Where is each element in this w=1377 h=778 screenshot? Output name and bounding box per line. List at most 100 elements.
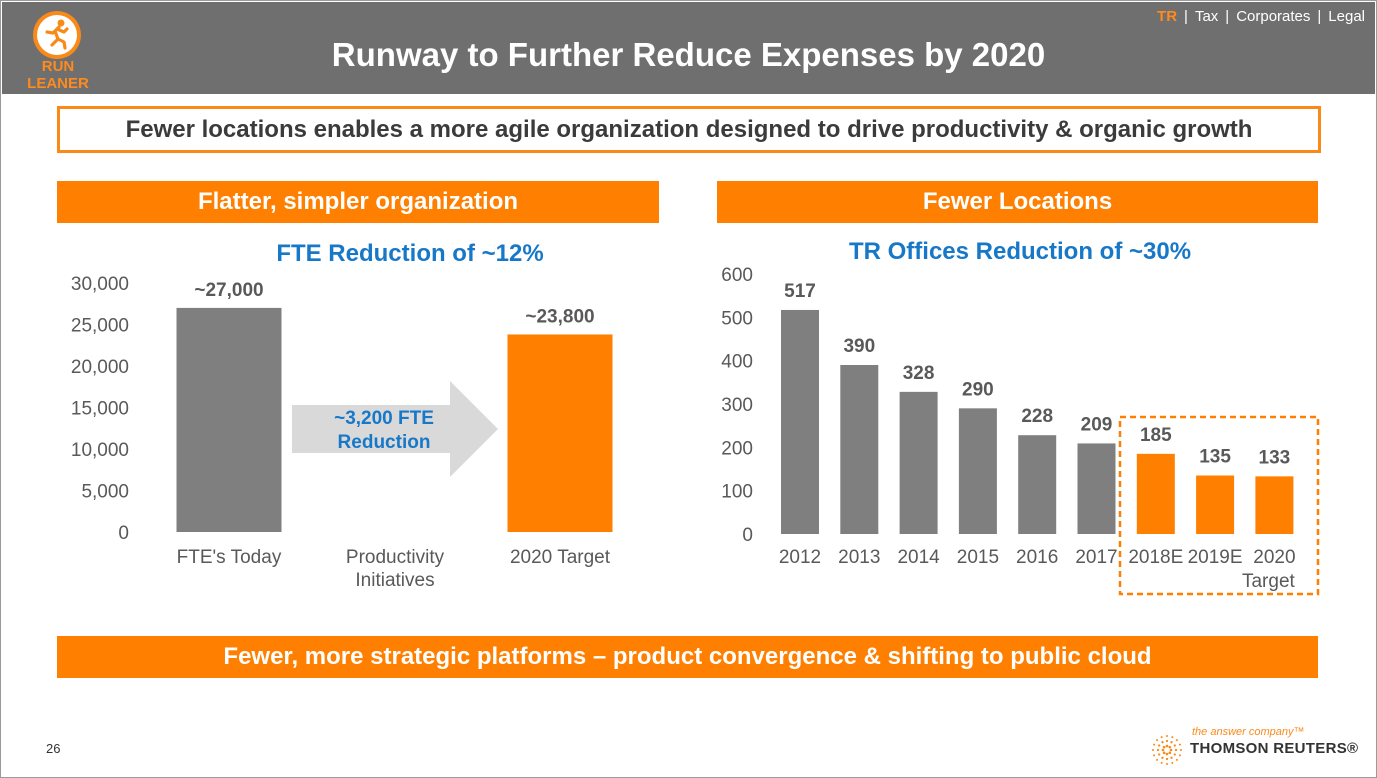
brand-dot xyxy=(1161,741,1164,744)
fte-reduction-arrow xyxy=(292,381,498,477)
fte-bar xyxy=(507,334,613,532)
brand-dot xyxy=(1174,748,1178,752)
offices-bar xyxy=(1136,453,1175,534)
fte-y-tick-label: 20,000 xyxy=(71,357,129,378)
brand-dot xyxy=(1156,748,1160,752)
offices-category-label: 2015 xyxy=(957,547,999,568)
offices-bar-data-label: 133 xyxy=(1259,447,1291,468)
offices-y-tick-label: 0 xyxy=(742,525,753,546)
fte-category-label: 2020 Target xyxy=(510,547,611,568)
fte-bar-data-label: ~23,800 xyxy=(525,306,594,327)
offices-bar xyxy=(781,309,819,534)
brand-dot xyxy=(1175,758,1178,761)
brand-dot xyxy=(1175,739,1178,742)
brand-dot xyxy=(1171,736,1174,739)
offices-category-label: 2012 xyxy=(779,547,821,568)
brand-dot xyxy=(1153,743,1156,746)
offices-category-label: 2014 xyxy=(897,547,940,568)
forecast-highlight-box xyxy=(1118,415,1320,596)
fte-category-label: Productivity xyxy=(346,547,445,568)
fte-chart-title: FTE Reduction of ~12% xyxy=(276,240,544,267)
fte-annotation-text: ~3,200 FTE xyxy=(334,408,434,429)
right-section-header: Fewer Locations xyxy=(717,181,1318,223)
brand-tagline: the answer company™ xyxy=(1192,726,1305,738)
offices-bar-data-label: 390 xyxy=(843,336,875,357)
fte-y-tick-label: 5,000 xyxy=(81,482,129,503)
brand-dot xyxy=(1156,758,1159,761)
brand-dot xyxy=(1160,761,1163,764)
brand-dot xyxy=(1161,756,1164,759)
offices-bar xyxy=(1077,443,1116,534)
footer-banner: Fewer, more strategic platforms – produc… xyxy=(57,636,1318,678)
top-nav: TR | Tax | Corporates | Legal xyxy=(1157,8,1365,25)
left-section-header: Flatter, simpler organization xyxy=(57,181,659,223)
nav-separator: | xyxy=(1317,8,1322,25)
right-section-header-text: Fewer Locations xyxy=(922,188,1113,215)
logo-text-line2: LEANER xyxy=(27,75,89,92)
brand-dot xyxy=(1169,748,1173,752)
nav-item-tax[interactable]: Tax xyxy=(1194,8,1219,25)
offices-bar-data-label: 185 xyxy=(1140,425,1172,446)
offices-y-tick-label: 500 xyxy=(721,308,753,329)
brand-dot xyxy=(1165,752,1169,756)
offices-bar-data-label: 228 xyxy=(1021,406,1053,427)
brand-dot xyxy=(1170,756,1173,759)
subtitle-text: Fewer locations enables a more agile org… xyxy=(125,115,1253,143)
fte-y-tick-label: 0 xyxy=(118,523,129,544)
nav-separator: | xyxy=(1225,8,1230,25)
offices-category-label: 2019E xyxy=(1188,547,1243,568)
fte-bar-data-label: ~27,000 xyxy=(194,280,263,301)
brand-dot xyxy=(1153,754,1156,757)
offices-bar-data-label: 290 xyxy=(962,379,994,400)
offices-y-tick-label: 300 xyxy=(721,395,753,416)
offices-category-label: 2018E xyxy=(1128,547,1183,568)
footer-banner-text: Fewer, more strategic platforms – produc… xyxy=(223,643,1152,670)
offices-bar-data-label: 135 xyxy=(1199,447,1231,468)
fte-y-tick-label: 10,000 xyxy=(71,440,129,461)
brand-dot xyxy=(1166,763,1168,765)
logo-text: RUN LEANER xyxy=(18,58,98,92)
thomson-reuters-dots-icon xyxy=(1152,735,1182,765)
brand-dot xyxy=(1158,744,1161,747)
nav-item-corporates[interactable]: Corporates xyxy=(1236,8,1311,25)
offices-category-label: 2013 xyxy=(838,547,880,568)
brand-name: THOMSON REUTERS® xyxy=(1190,740,1359,757)
brand-dot xyxy=(1156,739,1159,742)
fte-category-label: Initiatives xyxy=(355,570,434,591)
brand-dot xyxy=(1171,761,1174,764)
fte-category-label: FTE's Today xyxy=(177,547,282,568)
nav-separator: | xyxy=(1184,8,1188,25)
offices-y-tick-label: 100 xyxy=(721,482,753,503)
brand-dot xyxy=(1166,735,1168,737)
brand-dot xyxy=(1168,745,1172,749)
runner-icon xyxy=(33,11,81,59)
brand-dot xyxy=(1165,757,1169,761)
nav-item-legal[interactable]: Legal xyxy=(1328,8,1365,25)
offices-bar xyxy=(1018,435,1057,534)
header-bar xyxy=(2,2,1375,94)
offices-y-tick-label: 600 xyxy=(721,265,753,286)
offices-bar xyxy=(1255,476,1294,534)
offices-chart-title: TR Offices Reduction of ~30% xyxy=(848,238,1192,265)
offices-y-tick-label: 400 xyxy=(721,352,753,373)
offices-bar xyxy=(899,391,938,534)
offices-y-tick-label: 200 xyxy=(721,438,753,459)
fte-y-tick-label: 30,000 xyxy=(71,274,129,295)
brand-dot xyxy=(1173,744,1176,747)
left-section-header-text: Flatter, simpler organization xyxy=(197,188,519,215)
brand-dot xyxy=(1168,751,1172,755)
offices-category-label: 2017 xyxy=(1075,547,1117,568)
fte-y-tick-label: 15,000 xyxy=(71,399,129,420)
fte-y-tick-label: 25,000 xyxy=(71,316,129,337)
offices-category-label: Target xyxy=(1242,571,1296,592)
brand-dot xyxy=(1162,751,1166,755)
offices-bar xyxy=(840,365,879,534)
brand-dot xyxy=(1162,745,1166,749)
brand-dot xyxy=(1161,748,1165,752)
brand-dot xyxy=(1160,736,1163,739)
offices-bar xyxy=(958,408,997,534)
brand-dot xyxy=(1180,749,1182,751)
offices-category-label: 2016 xyxy=(1016,547,1058,568)
nav-item-tr[interactable]: TR xyxy=(1157,8,1178,25)
